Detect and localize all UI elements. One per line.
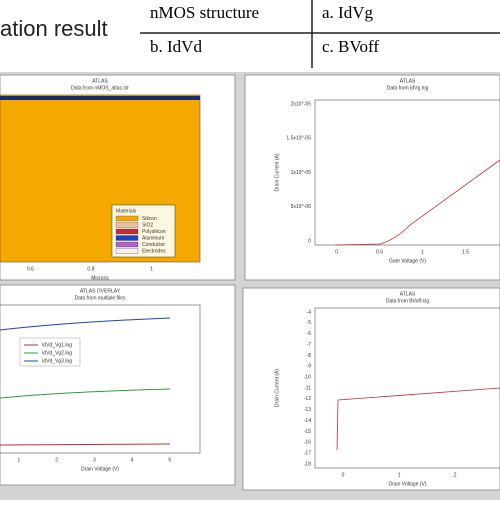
- y-tick-label: -14: [304, 418, 311, 424]
- y-tick-label: -7: [307, 342, 312, 348]
- x-tick-label: 0.6: [27, 266, 34, 272]
- plot-area: [314, 99, 500, 246]
- panel-subtitle: Data from BVoff.log: [386, 298, 429, 304]
- curve: [0, 443, 171, 446]
- y-tick-label: 5x10^-06: [291, 204, 312, 210]
- x-tick-label: 0: [342, 472, 345, 478]
- panel-title: ATLAS OVERLAY: [80, 288, 121, 294]
- y-axis-label: Drain Current (A): [274, 153, 280, 191]
- x-tick-label: 0.5: [376, 249, 383, 255]
- y-tick-label: -18: [304, 461, 311, 467]
- y-tick-label: 0: [308, 238, 311, 244]
- panel-title: ATLAS: [400, 78, 416, 84]
- x-tick-label: 1: [17, 457, 20, 463]
- y-tick-label: -4: [307, 309, 312, 315]
- legend-label: SiO2: [142, 222, 153, 228]
- panel-subtitle: Data from IdVg.log: [387, 85, 429, 91]
- x-tick-label: 5: [168, 457, 171, 463]
- panel-title: ATLAS: [400, 291, 416, 297]
- y-tick-label: -12: [304, 396, 311, 402]
- x-tick-label: 0: [335, 249, 338, 255]
- legend-label: Conductor: [142, 242, 165, 248]
- y-axis-label: Drain Current (A): [274, 369, 280, 407]
- panel-title: ATLAS: [92, 78, 108, 84]
- legend-label: IdVd_Vg2.log: [42, 350, 72, 356]
- x-tick-label: 1.5: [462, 249, 469, 255]
- x-tick-label: 2: [55, 457, 58, 463]
- x-tick-label: 1: [421, 249, 424, 255]
- x-axis-label: Drain Voltage (V): [81, 466, 119, 472]
- y-tick-label: -17: [304, 450, 311, 456]
- y-tick-label: 1.5x10^-05: [286, 136, 311, 142]
- legend-label: Silicon: [142, 216, 157, 222]
- table-cell: nMOS structure: [150, 3, 259, 22]
- legend-label: Aluminum: [142, 235, 164, 241]
- x-tick-label: 2: [454, 472, 457, 478]
- y-tick-label: -8: [307, 353, 312, 359]
- y-tick-label: -13: [304, 407, 311, 413]
- x-tick-label: 3: [93, 457, 96, 463]
- panel-subtitle: Data from nMOS_atlas.str: [71, 85, 129, 91]
- y-tick-label: -10: [304, 374, 311, 380]
- y-tick-label: -15: [304, 429, 311, 435]
- legend-title: Materials: [116, 208, 137, 214]
- curve: [0, 317, 171, 331]
- oxide-layer: [0, 96, 200, 100]
- table-cell: a. IdVg: [322, 3, 373, 22]
- y-tick-label: -16: [304, 440, 311, 446]
- x-axis-label: Gate Voltage (V): [389, 258, 426, 264]
- y-tick-label: 2x10^-05: [291, 101, 312, 107]
- y-tick-label: -11: [304, 385, 311, 391]
- curve: [334, 159, 500, 246]
- x-tick-label: 0.8: [87, 266, 94, 272]
- plot-area: [314, 307, 500, 469]
- legend-label: Polysilicon: [142, 229, 166, 235]
- x-tick-label: 1: [398, 472, 401, 478]
- y-tick-label: -9: [307, 364, 312, 370]
- table-cell: c. BVoff: [322, 37, 379, 56]
- panel-subtitle: Data from multiple files: [75, 295, 126, 301]
- x-tick-label: 4: [131, 457, 134, 463]
- legend-label: IdVd_Vg3.log: [42, 358, 72, 364]
- legend-swatch: [115, 215, 139, 222]
- legend-swatch: [115, 241, 139, 248]
- header-bg: [0, 0, 500, 72]
- table-cell: b. IdVd: [150, 37, 202, 56]
- legend-label: IdVd_Vg1.log: [42, 342, 72, 348]
- y-tick-label: 1x10^-05: [291, 170, 312, 176]
- slide-title: ation result: [0, 16, 108, 41]
- legend-label: Electrodes: [142, 248, 166, 254]
- legend-swatch: [115, 222, 139, 228]
- y-tick-label: -6: [307, 331, 312, 337]
- x-tick-label: 1: [150, 266, 153, 272]
- curve: [0, 388, 171, 399]
- y-tick-label: -5: [307, 320, 312, 326]
- legend-swatch: [115, 235, 139, 241]
- x-axis-label: Drain Voltage (V): [388, 481, 426, 487]
- curve: [336, 387, 500, 451]
- legend-swatch: [115, 248, 139, 254]
- plot-area: [0, 304, 201, 454]
- x-axis-label: Microns: [91, 275, 109, 281]
- legend-swatch: [115, 228, 139, 235]
